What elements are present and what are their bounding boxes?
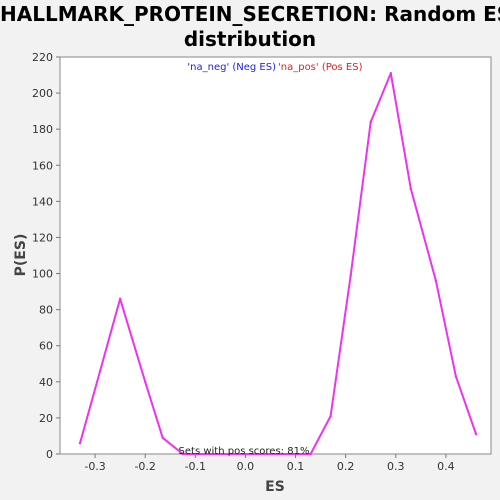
y-tick-label: 180: [32, 123, 53, 136]
y-tick-label: 0: [46, 448, 53, 461]
y-axis-label: P(ES): [13, 234, 29, 277]
data-point: [389, 72, 392, 75]
data-point: [181, 452, 184, 456]
chart-title-line-2: distribution: [183, 27, 317, 51]
data-point: [349, 274, 352, 277]
y-tick-label: 20: [39, 412, 53, 425]
y-tick-label: 160: [32, 159, 53, 172]
data-point: [434, 279, 438, 282]
legend-pos-entry: 'na_pos' (Pos ES): [278, 62, 363, 73]
data-point: [369, 120, 372, 124]
x-axis-label: ES: [265, 479, 285, 495]
y-tick-label: 200: [32, 87, 53, 100]
y-tick-label: 60: [39, 340, 53, 353]
series-layer: [78, 72, 478, 456]
y-tick-label: 220: [32, 51, 53, 64]
data-point: [454, 375, 458, 378]
data-point: [474, 432, 478, 436]
x-tick-label: 0.4: [437, 460, 455, 473]
x-tick-label: -0.3: [84, 460, 105, 473]
x-tick-label: -0.2: [134, 460, 155, 473]
y-axis-ticks: 0 20 40 60 80 100 120 140 160 180 200 220: [32, 51, 60, 461]
x-tick-label: 0.0: [237, 460, 255, 473]
chart-title: HALLMARK_PROTEIN_SECRETION: Random ES di…: [0, 2, 500, 52]
data-point: [118, 297, 122, 300]
x-tick-label: 0.2: [337, 460, 355, 473]
x-axis-ticks: -0.3 -0.2 -0.1 0.0 0.1 0.2 0.3 0.4: [84, 454, 455, 473]
y-tick-label: 80: [39, 304, 53, 317]
data-point: [329, 414, 332, 418]
legend-neg-entry: 'na_neg' (Neg ES): [187, 62, 276, 73]
data-point: [78, 442, 82, 445]
data-point: [144, 380, 147, 383]
data-point: [409, 187, 412, 190]
data-point: [161, 436, 164, 439]
y-tick-label: 120: [32, 231, 53, 244]
pos-scores-annotation: Sets with pos scores: 81%: [179, 446, 310, 457]
x-tick-label: 0.1: [287, 460, 305, 473]
y-tick-label: 100: [32, 268, 53, 281]
data-point: [309, 452, 312, 456]
plot-area: [59, 56, 492, 455]
chart-title-line-1: HALLMARK_PROTEIN_SECRETION: Random ES: [0, 2, 500, 26]
y-tick-label: 40: [39, 376, 53, 389]
x-tick-label: -0.1: [185, 460, 206, 473]
data-point: [98, 369, 102, 373]
x-tick-label: 0.3: [387, 460, 405, 473]
y-tick-label: 140: [32, 195, 53, 208]
